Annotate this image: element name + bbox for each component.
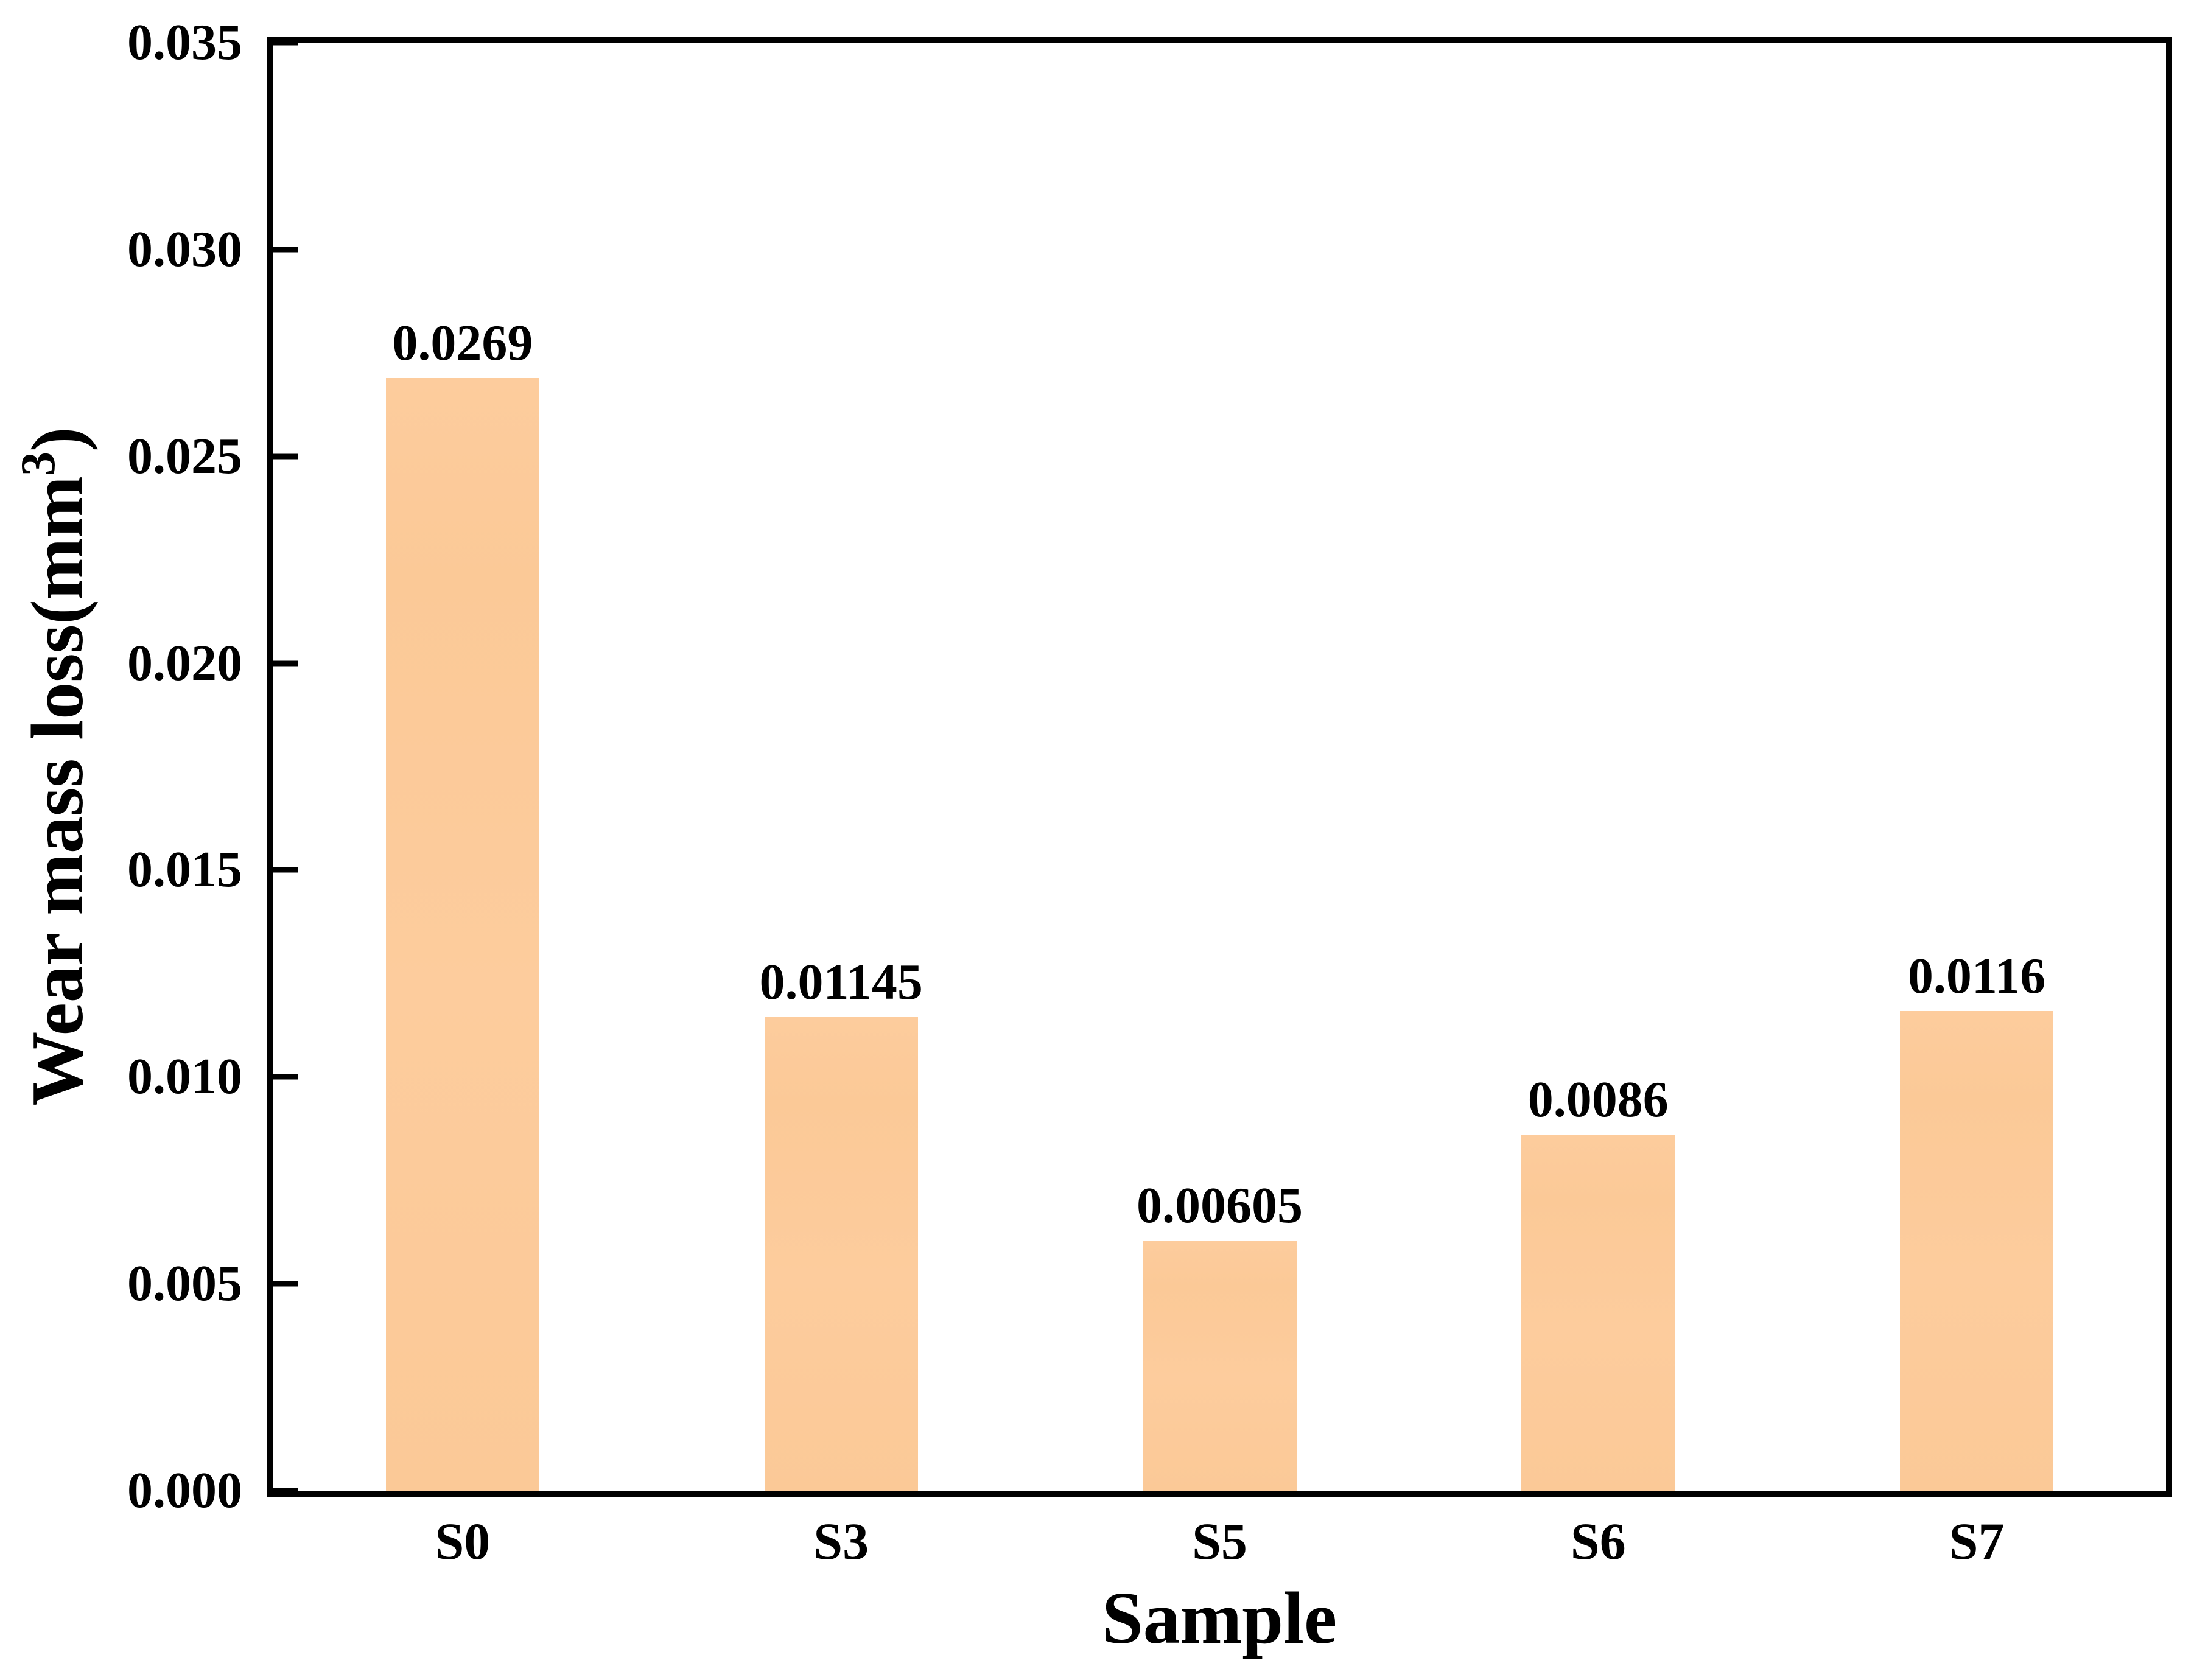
x-tick-label-S6: S6: [1570, 1512, 1626, 1570]
x-tick-label-S3: S3: [813, 1512, 869, 1570]
bar-value-label-S5: 0.00605: [1137, 1177, 1303, 1234]
bar-S5: [1143, 1241, 1297, 1491]
y-tick-label-0.035: 0.035: [127, 14, 242, 71]
bar-value-label-S3: 0.01145: [759, 953, 923, 1010]
y-tick-mark-0.005: [273, 1281, 298, 1287]
y-axis-title-superscript: 3: [12, 451, 65, 476]
y-tick-label-0.010: 0.010: [127, 1048, 242, 1105]
y-tick-mark-0.030: [273, 247, 298, 253]
bar-S3: [765, 1017, 918, 1491]
y-axis-title-close-paren: ): [16, 427, 99, 452]
x-tick-label-S5: S5: [1192, 1512, 1247, 1570]
y-tick-label-0.020: 0.020: [127, 634, 242, 691]
y-tick-mark-0.010: [273, 1074, 298, 1080]
y-tick-label-0.005: 0.005: [127, 1255, 242, 1312]
y-tick-label-0.015: 0.015: [127, 841, 242, 898]
x-tick-label-S0: S0: [435, 1512, 491, 1570]
x-axis-title: Sample: [1101, 1577, 1337, 1659]
y-tick-mark-0.000: [273, 1488, 298, 1494]
y-tick-mark-0.015: [273, 867, 298, 873]
y-axis-title: Wear mass loss(mm3): [12, 427, 99, 1105]
y-tick-mark-0.025: [273, 453, 298, 460]
bar-S7: [1900, 1011, 2053, 1491]
bar-value-label-S7: 0.0116: [1907, 947, 2046, 1004]
y-tick-label-0.030: 0.030: [127, 220, 242, 278]
bar-S6: [1521, 1135, 1675, 1491]
y-tick-label-0.000: 0.000: [127, 1462, 242, 1519]
y-tick-mark-0.020: [273, 660, 298, 667]
bar-value-label-S6: 0.0086: [1527, 1071, 1669, 1129]
y-axis-title-text: Wear mass loss(mm: [16, 475, 99, 1106]
y-tick-label-0.025: 0.025: [127, 427, 242, 485]
plot-area: [273, 40, 2166, 1494]
y-tick-mark-0.035: [273, 40, 298, 46]
bar-value-label-S0: 0.0269: [392, 314, 533, 371]
bar-S0: [386, 378, 539, 1491]
x-tick-label-S7: S7: [1949, 1512, 2005, 1570]
